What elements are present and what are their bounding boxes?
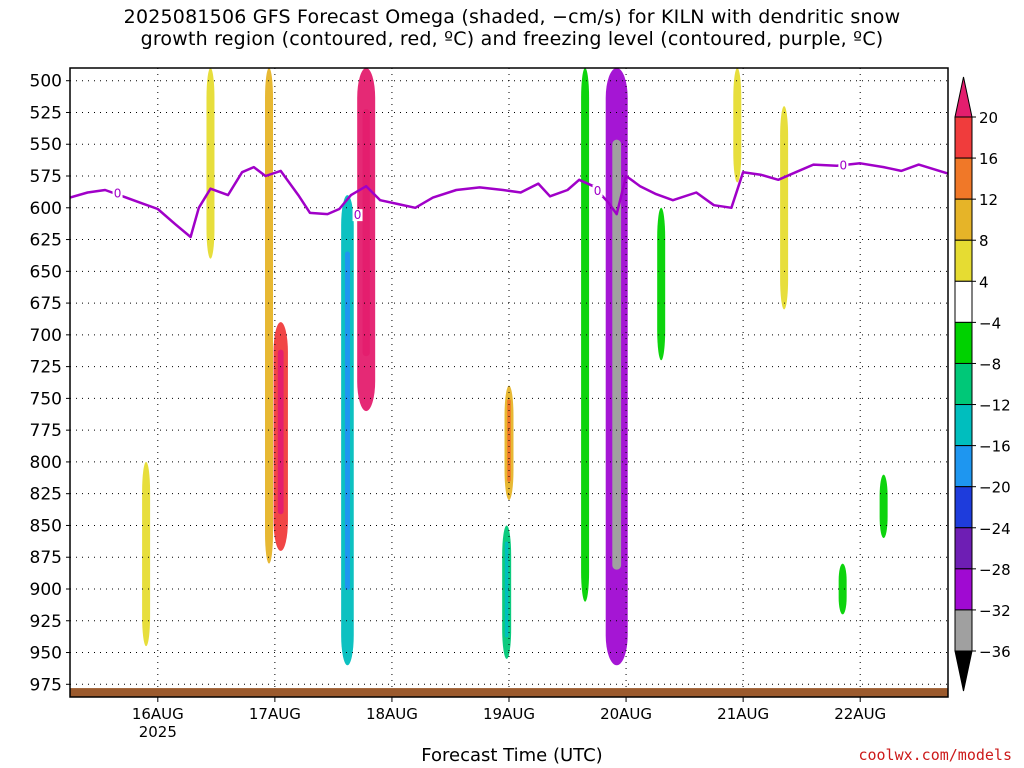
colorbar-label: 4 (979, 273, 989, 291)
y-tick-label: 800 (30, 453, 62, 473)
x-tick-label: 21AUG (717, 705, 769, 723)
chart-title: 2025081506 GFS Forecast Omega (shaded, −… (0, 6, 1024, 50)
omega-feature (265, 68, 274, 564)
y-tick-label: 925 (30, 612, 62, 632)
omega-feature (206, 68, 215, 259)
y-tick-label: 775 (30, 421, 62, 441)
y-tick-label: 950 (30, 644, 62, 664)
omega-feature (838, 563, 847, 615)
y-tick-label: 625 (30, 231, 62, 251)
x-tick-label: 16AUG (132, 705, 184, 723)
omega-feature (581, 68, 590, 602)
colorbar-box (954, 404, 973, 447)
colorbar-label: −36 (979, 643, 1011, 661)
omega-feature (733, 68, 742, 183)
colorbar-label: 20 (979, 109, 998, 127)
omega-feature-core (277, 349, 284, 515)
surface-band (70, 688, 948, 697)
omega-feature-core (344, 251, 350, 591)
contour-label-bg (838, 159, 849, 172)
omega-feature-core (362, 109, 370, 357)
colorbar-box (954, 280, 973, 323)
colorbar-box (954, 321, 973, 364)
x-tick-label: 19AUG (483, 705, 535, 723)
freezing-level-label: 0 (354, 208, 362, 222)
colorbar: 20 16 12 8 4 −4 −8 −12 −16 −20 −24 −28 −32 −36 (954, 76, 1011, 692)
contour-label-bg (592, 184, 603, 197)
y-tick-label: 900 (30, 580, 62, 600)
colorbar-label: 16 (979, 150, 998, 168)
y-axis: 500 525 550 575 600 625 650 675 700 725 750 775 800 8… (30, 72, 70, 695)
omega-feature-core (612, 139, 622, 570)
contour-label-bg (112, 187, 123, 200)
colorbar-box (954, 157, 973, 200)
omega-feature (657, 207, 666, 361)
colorbar-label: −12 (979, 397, 1011, 415)
colorbar-label: −4 (979, 314, 1001, 332)
colorbar-label: −20 (979, 479, 1011, 497)
y-tick-label: 825 (30, 485, 62, 505)
y-tick-label: 700 (30, 326, 62, 346)
colorbar-label: −8 (979, 355, 1001, 373)
grid-lines (70, 68, 948, 697)
colorbar-box (954, 445, 973, 488)
y-tick-label: 650 (30, 262, 62, 282)
y-tick-label: 675 (30, 294, 62, 314)
x-tick-label: 22AUG (834, 705, 886, 723)
y-tick-label: 550 (30, 135, 62, 155)
y-tick-label: 600 (30, 199, 62, 219)
colorbar-label: −32 (979, 602, 1011, 620)
omega-feature-core (504, 541, 509, 638)
x-tick-year-label: 2025 (139, 723, 177, 741)
colorbar-label: 12 (979, 191, 998, 209)
colorbar-label: −24 (979, 520, 1011, 538)
colorbar-box (954, 609, 973, 652)
surface-pressure-band (70, 688, 948, 697)
omega-feature (142, 461, 151, 647)
colorbar-box (954, 486, 973, 529)
x-axis: 16AUG 17AUG 18AUG 19AUG 20AUG 21AUG 22AUG 2025 (132, 697, 886, 741)
x-tick-label: 18AUG (366, 705, 418, 723)
y-tick-label: 525 (30, 103, 62, 123)
colorbar-box (954, 116, 973, 159)
colorbar-box (954, 527, 973, 570)
x-axis-title: Forecast Time (UTC) (421, 745, 603, 766)
freezing-level-label: 0 (114, 187, 122, 201)
colorbar-label: −16 (979, 438, 1011, 456)
freezing-level-contour: 0 0 0 0 (70, 159, 948, 239)
omega-shading (142, 68, 888, 666)
y-tick-label: 875 (30, 548, 62, 568)
y-tick-label: 850 (30, 516, 62, 536)
omega-feature (879, 474, 888, 539)
colorbar-box (954, 568, 973, 611)
colorbar-top-arrow (954, 76, 973, 118)
y-tick-label: 975 (30, 675, 62, 695)
chart-title-line1: 2025081506 GFS Forecast Omega (shaded, −… (123, 6, 901, 28)
freezing-level-label: 0 (840, 159, 848, 173)
x-tick-label: 20AUG (600, 705, 652, 723)
credit-text: coolwx.com/models (858, 746, 1012, 764)
freezing-level-line (70, 162, 948, 239)
colorbar-label: −28 (979, 561, 1011, 579)
x-tick-label: 17AUG (249, 705, 301, 723)
y-tick-label: 725 (30, 358, 62, 378)
colorbar-label: 8 (979, 232, 989, 250)
freezing-level-label: 0 (594, 184, 602, 198)
y-tick-label: 500 (30, 72, 62, 92)
colorbar-box (954, 198, 973, 241)
y-tick-label: 575 (30, 167, 62, 187)
colorbar-box (954, 239, 973, 282)
chart-title-line2: growth region (contoured, red, ºC) and f… (140, 28, 884, 50)
y-tick-label: 750 (30, 389, 62, 409)
contour-label-bg (352, 209, 363, 222)
colorbar-bottom-arrow (954, 650, 973, 692)
colorbar-box (954, 362, 973, 406)
